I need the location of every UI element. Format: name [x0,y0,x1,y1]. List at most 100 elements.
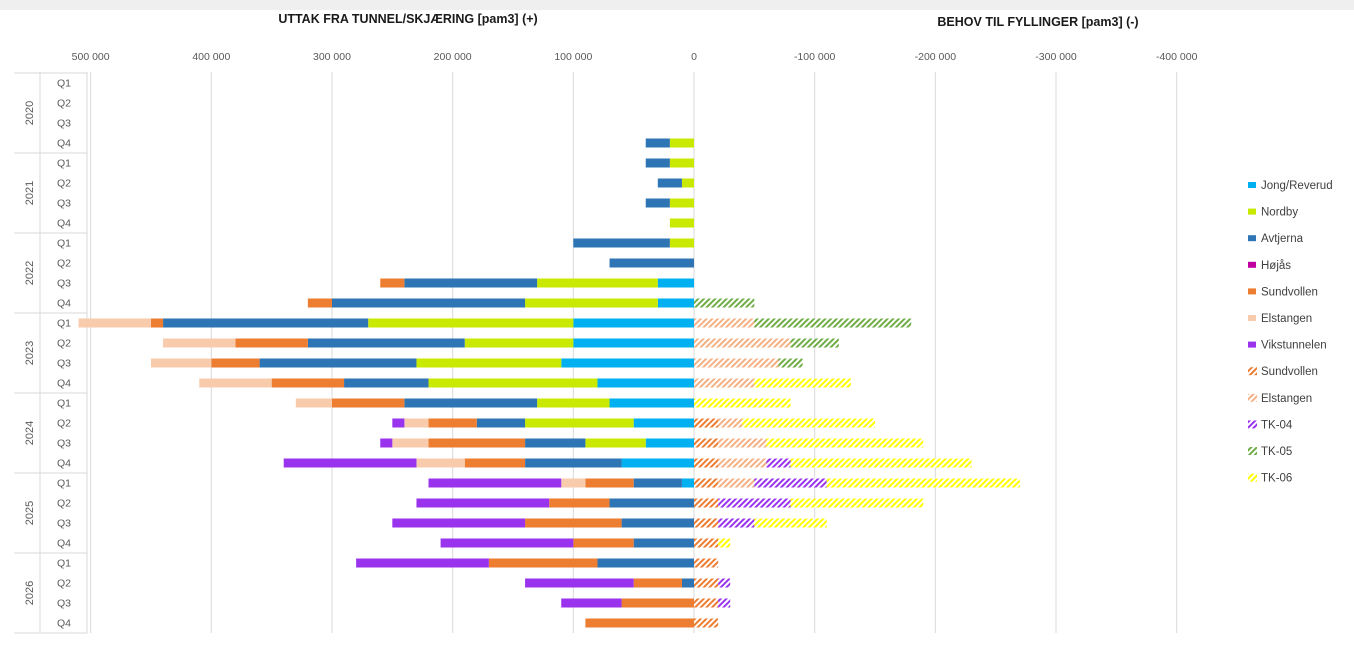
bar-segment [694,478,719,488]
legend-swatch [1248,315,1256,321]
bar-segment [211,358,260,368]
bars [78,138,1020,628]
bar-segment [585,618,694,628]
legend-swatch [1248,341,1256,348]
bar-segment [199,378,272,388]
quarter-label: Q2 [57,98,71,110]
bar-segment [754,378,851,388]
legend-label: Vikstunnelen [1261,340,1327,352]
quarter-label: Q3 [57,438,71,450]
bar-segment [694,618,719,628]
bar-segment [657,298,694,308]
quarter-label: Q2 [57,498,71,510]
bar-segment [597,558,694,568]
bar-segment [235,338,308,348]
legend-label: Sundvollen [1261,366,1318,378]
quarter-label: Q3 [57,358,71,370]
bar-segment [694,578,719,588]
bar-segment [633,478,682,488]
bar-segment [537,278,658,288]
bar-segment [380,438,393,448]
x-tick-label: 400 000 [192,51,230,63]
bar-segment [525,518,622,528]
bar-segment [681,178,694,188]
legend-swatch [1248,235,1256,242]
legend-swatch [1248,447,1257,455]
quarter-label: Q4 [57,458,71,470]
year-label: 2021 [24,181,36,205]
bar-segment [597,378,694,388]
bar-segment [694,518,719,528]
x-tick-label: 0 [691,51,697,63]
bar-segment [718,438,767,448]
bar-segment [525,418,634,428]
bar-segment [669,158,694,168]
legend-swatch [1248,261,1256,268]
bar-segment [295,398,332,408]
bar-segment [549,498,610,508]
legend-label: Nordby [1261,207,1298,219]
bar-segment [428,378,598,388]
bar-segment [525,298,658,308]
quarter-label: Q2 [57,418,71,430]
bar-segment [404,418,429,428]
bar-segment [585,478,634,488]
bar-segment [694,598,719,608]
bar-segment [416,458,465,468]
year-label: 2024 [24,421,36,445]
bar-segment [392,418,405,428]
legend-label: Højås [1261,260,1291,272]
bar-segment [428,478,562,488]
bar-segment [718,578,731,588]
quarter-label: Q1 [57,318,71,330]
bar-segment [392,438,429,448]
bar-segment [669,198,694,208]
quarter-label: Q2 [57,338,71,350]
bar-segment [718,498,791,508]
bar-segment [561,478,586,488]
year-label: 2020 [24,101,36,125]
legend-label: TK-05 [1261,446,1292,458]
x-tick-label: 300 000 [313,51,351,63]
legend-label: Avtjerna [1261,233,1304,245]
bar-segment [694,398,791,408]
quarter-label: Q3 [57,518,71,530]
quarter-label: Q1 [57,78,71,90]
legend-label: TK-06 [1261,473,1292,485]
bar-segment [609,398,694,408]
bar-segment [331,298,526,308]
bar-segment [766,458,791,468]
bar-segment [681,478,694,488]
x-tick-label: -400 000 [1156,51,1198,63]
x-tick-label: 100 000 [554,51,592,63]
bar-segment [573,538,634,548]
x-tick-label: 500 000 [72,51,110,63]
quarter-label: Q4 [57,298,71,310]
quarter-label: Q1 [57,238,71,250]
legend-label: Jong/Reverud [1261,180,1333,192]
bar-segment [694,318,755,328]
bar-segment [754,518,827,528]
bar-segment [488,558,598,568]
bar-segment [573,318,694,328]
x-tick-label: -200 000 [915,51,957,63]
quarter-label: Q4 [57,378,71,390]
bar-segment [694,298,755,308]
bar-segment [633,538,694,548]
bar-segment [669,218,694,228]
bar-segment [78,318,151,328]
bar-segment [778,358,803,368]
quarter-label: Q2 [57,178,71,190]
quarter-label: Q1 [57,558,71,570]
bar-segment [694,458,719,468]
bar-segment [718,598,731,608]
bar-segment [742,418,876,428]
legend-swatch [1248,393,1257,402]
bar-segment [754,478,827,488]
bar-segment [416,498,550,508]
gridlines [90,72,1178,633]
bar-segment [621,518,694,528]
legend-swatch [1248,367,1257,376]
bar-segment [525,458,622,468]
bar-segment [537,398,610,408]
